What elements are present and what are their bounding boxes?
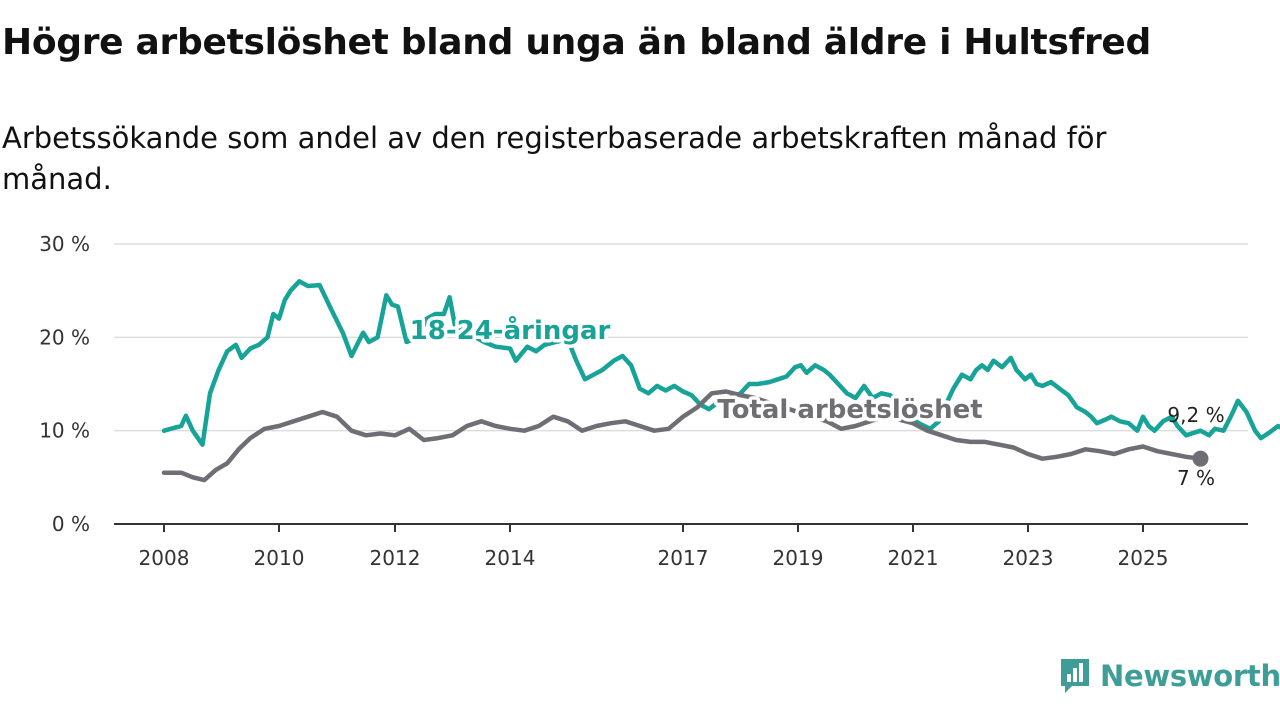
y-tick-label: 20 % [39,325,90,349]
chart-title: Högre arbetslöshet bland unga än bland ä… [2,22,1151,63]
x-tick-label: 2021 [888,546,939,570]
series-line-total [161,389,1203,483]
end-marker-total [1192,450,1209,467]
y-tick-label: 10 % [39,419,90,443]
brand-name: Newsworthy [1100,659,1280,693]
end-label-total: 7 % [1177,466,1215,490]
x-tick-label: 2014 [485,546,536,570]
newsworthy-logo-icon [1061,659,1089,693]
x-tick-label: 2025 [1118,546,1169,570]
chart-subtitle: Arbetssökande som andel av den registerb… [2,121,1107,196]
x-tick-label: 2012 [370,546,421,570]
x-tick-label: 2019 [773,546,824,570]
end-label-youth: 9,2 % [1167,403,1224,427]
series-line-youth [161,279,1280,447]
x-tick-label: 2023 [1003,546,1054,570]
x-tick-label: 2017 [658,546,709,570]
y-tick-label: 0 % [52,512,90,536]
series-label-youth: 18-24-åringar [410,314,611,346]
series-label-total: Total arbetslöshet [717,395,982,425]
y-tick-label: 30 % [39,232,90,256]
brand-logo: Newsworthy [1058,655,1280,697]
x-tick-label: 2010 [254,546,305,570]
x-tick-label: 2008 [139,546,190,570]
